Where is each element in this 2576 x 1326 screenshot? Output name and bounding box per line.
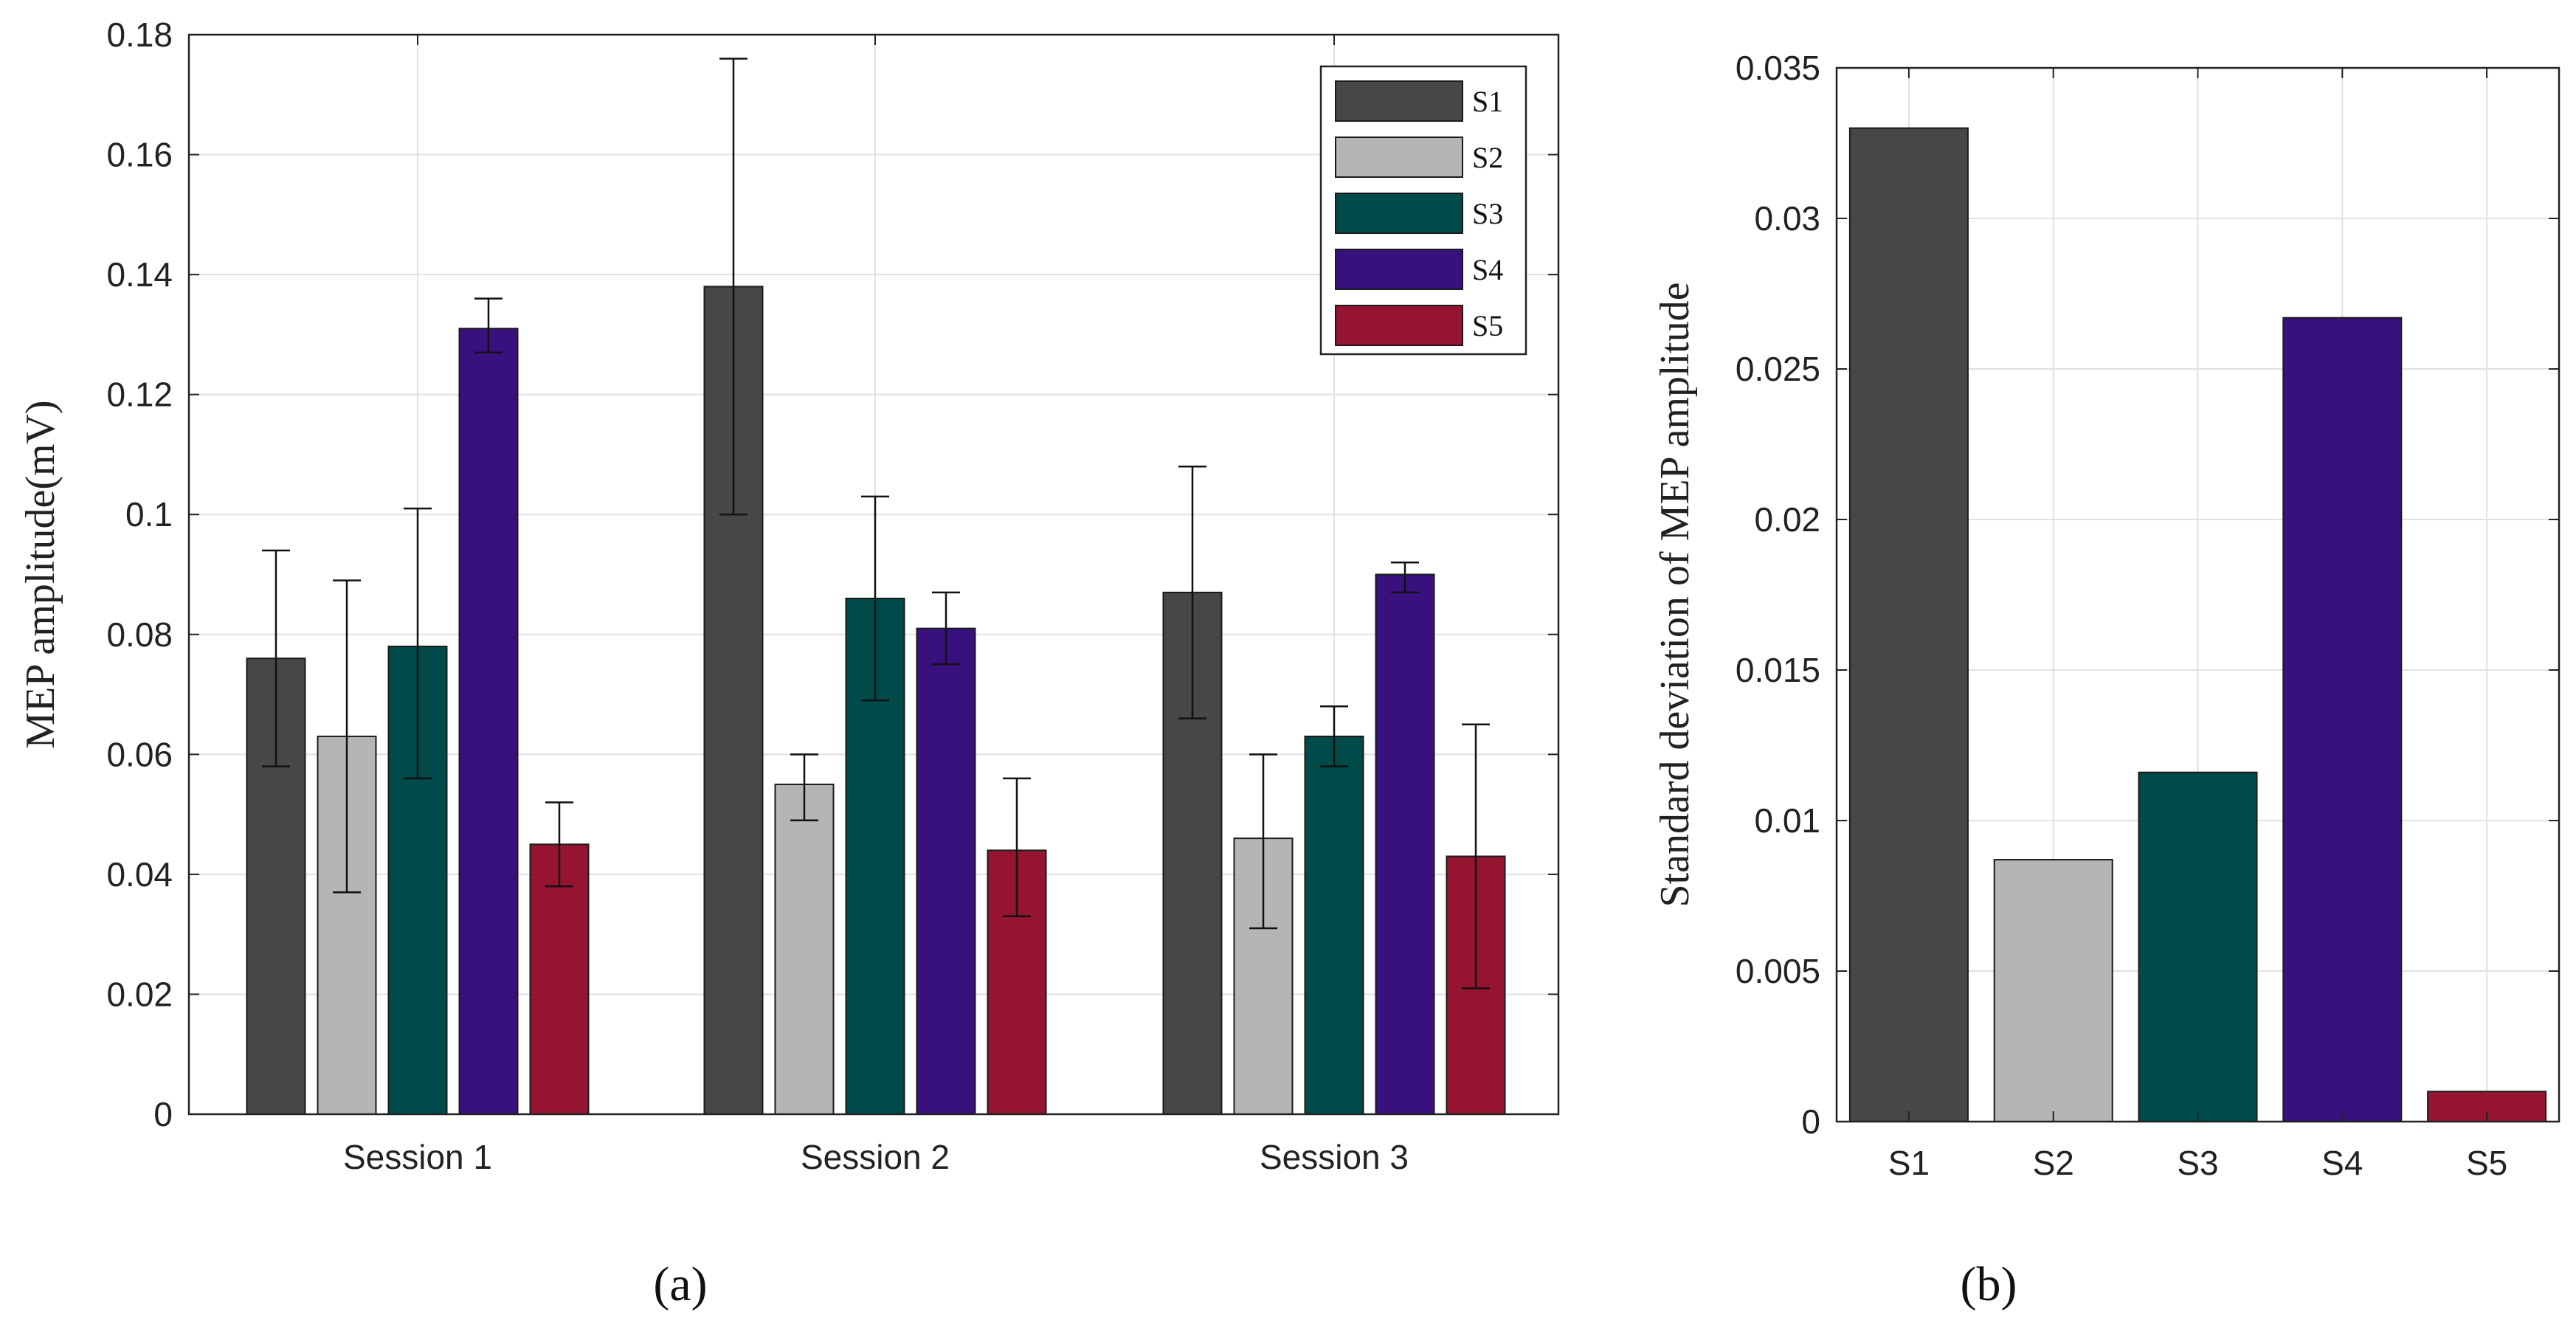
x-tick-label: Session 2 [801,1138,950,1176]
plot-frame [187,33,1560,1116]
bar-s4 [2282,317,2403,1122]
y-tick-label: 0.03 [1754,199,1820,238]
bar-s3 [1304,735,1364,1115]
legend-label-s2: S2 [1472,141,1503,174]
bar-s4 [1375,573,1435,1115]
x-tick-label: S3 [2177,1144,2218,1182]
y-tick-label: 0.18 [106,15,173,54]
x-tick-label: Session 3 [1260,1138,1409,1176]
y-tick-label: 0.08 [106,615,173,654]
y-tick-label: 0.14 [106,255,173,294]
bar-s5 [529,843,590,1115]
y-tick-label: 0.035 [1736,49,1820,87]
y-axis-label: Standard deviation of MEP amplitude [1652,282,1698,907]
legend-swatch-s3 [1335,193,1463,234]
x-tick-label: S4 [2321,1144,2363,1182]
bar-s2 [774,783,835,1115]
panel-label-b: (b) [1961,1257,2017,1311]
y-tick-label: 0.12 [106,376,173,414]
y-tick-label: 0.04 [106,855,173,894]
legend-label-s3: S3 [1472,197,1503,230]
legend-label-s1: S1 [1472,85,1503,118]
y-tick-label: 0.005 [1736,952,1820,990]
legend-label-s5: S5 [1472,309,1503,342]
y-tick-label: 0 [153,1095,173,1133]
bar-s2 [1993,859,2113,1123]
bar-s4 [916,627,976,1115]
legend-swatch-s1 [1335,80,1463,122]
y-tick-label: 0.02 [106,975,173,1013]
y-tick-label: 0.16 [106,136,173,174]
bar-s3 [2138,771,2258,1122]
y-tick-label: 0.02 [1754,500,1820,539]
x-tick-label: S2 [2033,1144,2074,1182]
y-tick-label: 0.01 [1754,801,1820,840]
chart-b: 0 0.005 0.01 0.015 0.02 0.025 0.03 0.035 S1 S2 S3 S… [1652,49,2561,1182]
chart-a: 0 0.02 0.04 0.06 0.08 0.1 0.12 0.14 0.16 0.18 Sess… [18,15,1560,1176]
y-axis-label: MEP amplitude(mV) [18,400,63,748]
y-tick-label: 0 [1801,1102,1820,1141]
plot-frame [1835,66,2561,1123]
legend-swatch-s2 [1335,137,1463,178]
legend-label-s4: S4 [1472,253,1503,286]
bar-s1 [1848,127,1969,1123]
bar-s4 [458,328,519,1115]
x-tick-label: S1 [1888,1144,1930,1182]
x-tick-label: Session 1 [343,1138,492,1176]
panel-label-a: (a) [653,1257,707,1311]
y-tick-label: 0.1 [125,495,173,533]
legend-swatch-s5 [1335,305,1463,346]
x-tick-label: S5 [2466,1144,2507,1182]
y-tick-label: 0.06 [106,735,173,773]
y-tick-label: 0.015 [1736,651,1820,689]
y-tick-label: 0.025 [1736,350,1820,388]
legend-swatch-s4 [1335,249,1463,290]
